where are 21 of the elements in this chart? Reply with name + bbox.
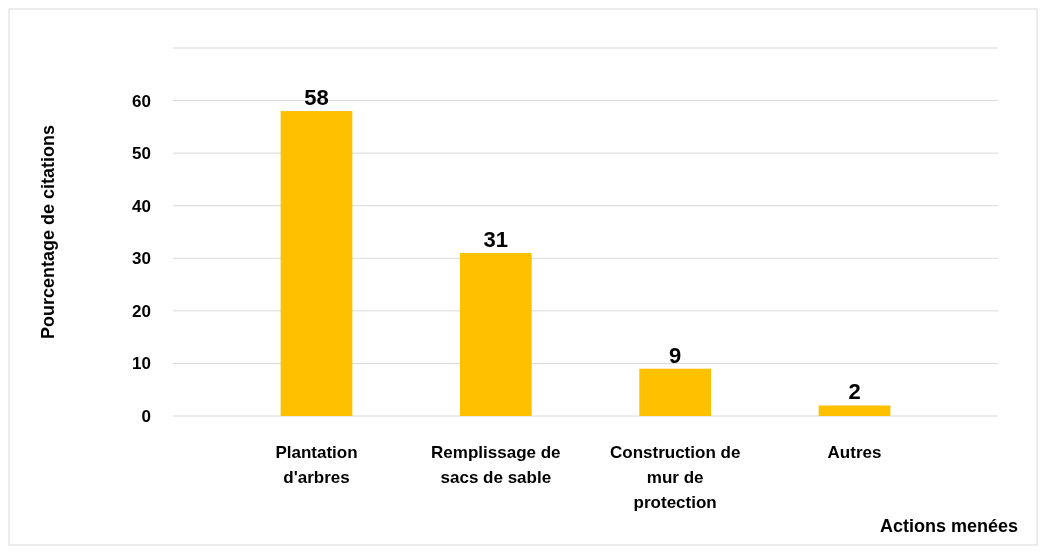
y-axis-title: Pourcentage de citations [38,124,58,340]
data-label: 31 [483,227,509,253]
bar [818,405,891,416]
bar [459,253,532,416]
x-tick-label: Remplissage de sacs de sable [431,443,561,487]
y-tick-label: 30 [132,249,151,269]
y-tick-label: 20 [132,301,151,321]
data-label: 2 [848,379,861,405]
bar [639,368,712,416]
x-tick-label: Construction de mur de protection [610,443,741,512]
x-tick-label: Plantation d'arbres [275,443,358,487]
y-tick-label: 0 [141,406,151,426]
bar [280,111,353,416]
y-tick-label: 60 [132,91,151,111]
data-label: 9 [669,342,682,368]
y-tick-label: 10 [132,354,151,374]
x-axis-title: Actions menées [879,516,1018,536]
y-tick-label: 40 [132,196,151,216]
y-tick-label: 50 [132,144,151,164]
x-tick-label: Autres [827,443,882,462]
data-label: 58 [304,85,329,111]
